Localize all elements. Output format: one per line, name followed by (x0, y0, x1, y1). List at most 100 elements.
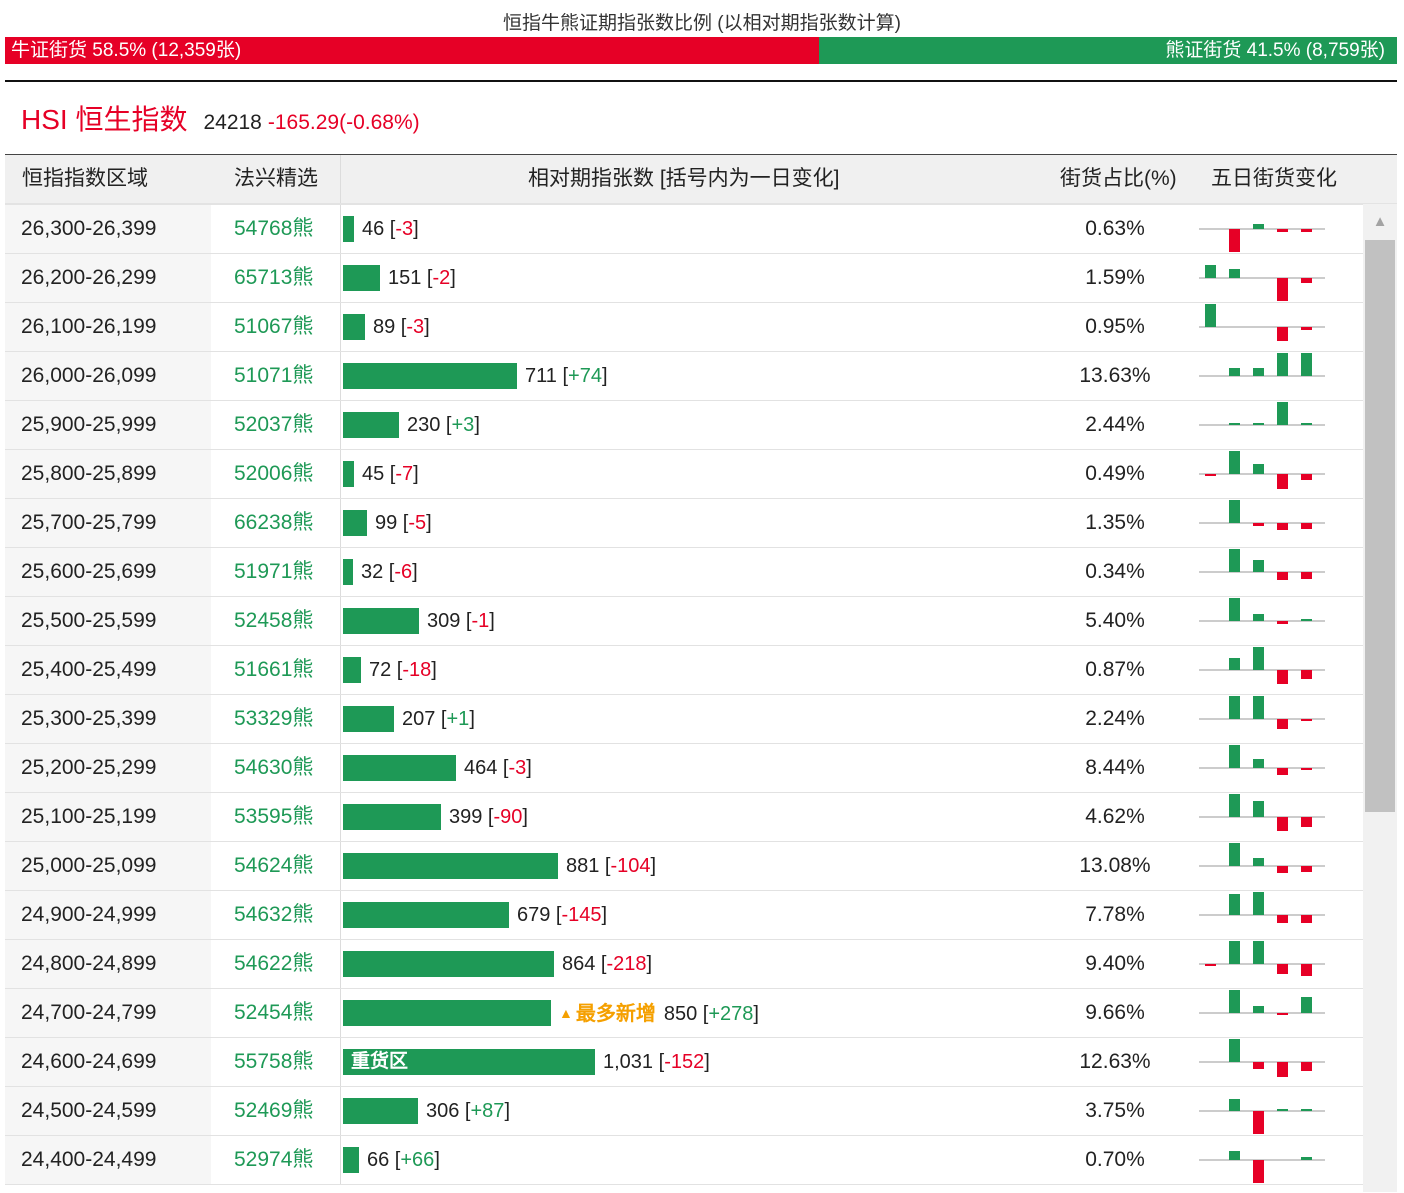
index-range-cell: 25,800-25,899 (5, 450, 211, 498)
warrant-code-link[interactable]: 51971熊 (234, 560, 314, 583)
warrant-code-link[interactable]: 52454熊 (234, 1001, 314, 1024)
contracts-info: 45 [-7] (362, 463, 419, 485)
index-range-cell: 25,000-25,099 (5, 842, 211, 890)
outstanding-share-cell: 9.40% (1085, 952, 1145, 975)
sparkline-bar (1229, 990, 1240, 1013)
index-name[interactable]: HSI 恒生指数 (21, 104, 188, 135)
contracts-bar (343, 657, 361, 683)
outstanding-share-cell: 2.44% (1085, 413, 1145, 436)
sparkline-bar (1301, 670, 1312, 679)
warrant-code-link[interactable]: 51071熊 (234, 364, 314, 387)
sparkline-bar (1277, 229, 1288, 232)
sparkline-bar (1301, 817, 1312, 827)
sparkline-bar (1277, 402, 1288, 425)
contracts-value: 464 (464, 757, 498, 779)
five-day-sparkline (1195, 940, 1329, 988)
contracts-value: 881 (566, 855, 600, 877)
header-share: 街货占比(%) (1060, 167, 1177, 190)
warrant-code-link[interactable]: 52458熊 (234, 609, 314, 632)
sparkline-bar (1277, 523, 1288, 530)
warrant-code-link[interactable]: 54768熊 (234, 217, 314, 240)
contracts-value: 850 (663, 1003, 698, 1025)
contracts-cell: 864 [-218] (340, 940, 1041, 988)
table-row: 24,500-24,599 52469熊 306 [+87] 3.75% (5, 1087, 1363, 1136)
warrant-code-link[interactable]: 53329熊 (234, 707, 314, 730)
five-day-sparkline (1195, 1136, 1329, 1184)
contracts-bar (343, 853, 558, 879)
sparkline-bar (1229, 1039, 1240, 1062)
sparkline-bar (1229, 451, 1240, 474)
five-day-sparkline (1195, 352, 1329, 400)
table-row: 25,100-25,199 53595熊 399 [-90] 4.62% (5, 793, 1363, 842)
warrant-code-link[interactable]: 52006熊 (234, 462, 314, 485)
contracts-cell: 32 [-6] (340, 548, 1041, 596)
one-day-change: +278 (708, 1003, 754, 1025)
contracts-value: 399 (449, 806, 483, 828)
warrant-code-link[interactable]: 66238熊 (234, 511, 314, 534)
sparkline-bar (1301, 915, 1312, 923)
one-day-change: -5 (408, 512, 427, 534)
contracts-info: 864 [-218] (562, 953, 653, 975)
contracts-value: 679 (517, 904, 551, 926)
warrant-code-link[interactable]: 54632熊 (234, 903, 314, 926)
outstanding-share-cell: 0.95% (1085, 315, 1145, 338)
warrant-code-link[interactable]: 51067熊 (234, 315, 314, 338)
sparkline-bar (1229, 941, 1240, 964)
sparkline-bar (1301, 997, 1312, 1013)
sparkline-bar (1301, 474, 1312, 480)
one-day-change: -7 (395, 463, 414, 485)
contracts-bar (343, 461, 354, 487)
contracts-bar (343, 1000, 551, 1026)
warrant-code-link[interactable]: 54630熊 (234, 756, 314, 779)
contracts-info: ▲ 最多新增 850 [+278] (559, 1003, 759, 1025)
outstanding-share-cell: 0.34% (1085, 560, 1145, 583)
contracts-bar (343, 265, 380, 291)
table-row: 24,600-24,699 55758熊 重货区 1,031 [-152] 12.63% (5, 1038, 1363, 1087)
warrant-code-link[interactable]: 52037熊 (234, 413, 314, 436)
sparkline-bar (1253, 464, 1264, 474)
scrollbar[interactable]: ▲ (1363, 204, 1397, 1192)
warrant-code-link[interactable]: 52469熊 (234, 1099, 314, 1122)
contracts-info: 711 [+74] (525, 365, 608, 387)
table-row: 24,700-24,799 52454熊 ▲ 最多新增 850 [+278] 9.66% (5, 989, 1363, 1038)
section-divider (5, 80, 1397, 82)
warrant-code-link[interactable]: 55758熊 (234, 1050, 314, 1073)
contracts-bar (343, 902, 509, 928)
one-day-change: -3 (395, 218, 414, 240)
contracts-info: 464 [-3] (464, 757, 532, 779)
sparkline-bar (1229, 894, 1240, 915)
index-range-cell: 24,400-24,499 (5, 1136, 211, 1184)
warrant-code-link[interactable]: 65713熊 (234, 266, 314, 289)
sparkline-bar (1277, 278, 1288, 301)
contracts-value: 89 (373, 316, 396, 338)
outstanding-share-cell: 5.40% (1085, 609, 1145, 632)
five-day-sparkline (1195, 548, 1329, 596)
warrant-code-link[interactable]: 54624熊 (234, 854, 314, 877)
index-range-cell: 25,600-25,699 (5, 548, 211, 596)
warrant-code-link[interactable]: 52974熊 (234, 1148, 314, 1171)
sparkline-bar (1253, 1062, 1264, 1069)
contracts-value: 46 (362, 218, 385, 240)
table-row: 24,800-24,899 54622熊 864 [-218] 9.40% (5, 940, 1363, 989)
sparkline-bar (1301, 423, 1312, 425)
warrant-code-link[interactable]: 54622熊 (234, 952, 314, 975)
sparkline-bar (1253, 696, 1264, 719)
table-row: 25,000-25,099 54624熊 881 [-104] 13.08% (5, 842, 1363, 891)
warrant-code-link[interactable]: 51661熊 (234, 658, 314, 681)
sparkline-bar (1253, 941, 1264, 964)
scroll-up-arrow-icon[interactable]: ▲ (1372, 212, 1388, 230)
contracts-bar (343, 314, 365, 340)
sparkline-bar (1301, 523, 1312, 529)
scroll-thumb[interactable] (1365, 240, 1395, 812)
sparkline-bar (1277, 474, 1288, 489)
cbbc-table: 恒指指数区域 法兴精选 相对期指张数 [括号内为一日变化] 街货占比(%) 五日… (5, 154, 1397, 1193)
index-summary: HSI 恒生指数 24218 -165.29(-0.68%) (21, 98, 420, 138)
sparkline-bar (1253, 423, 1264, 425)
sparkline-bar (1277, 817, 1288, 831)
outstanding-share-cell: 13.08% (1079, 854, 1151, 877)
contracts-info: 72 [-18] (369, 659, 437, 681)
five-day-sparkline (1195, 695, 1329, 743)
sparkline-bar (1301, 619, 1312, 621)
contracts-cell: 66 [+66] (340, 1136, 1041, 1184)
warrant-code-link[interactable]: 53595熊 (234, 805, 314, 828)
